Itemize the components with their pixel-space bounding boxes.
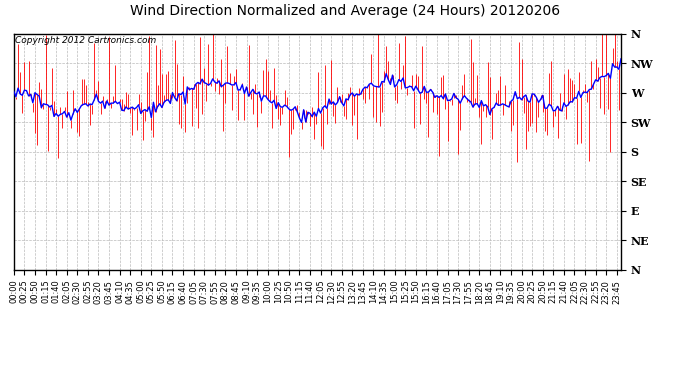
Text: Wind Direction Normalized and Average (24 Hours) 20120206: Wind Direction Normalized and Average (2… <box>130 4 560 18</box>
Text: Copyright 2012 Cartronics.com: Copyright 2012 Cartronics.com <box>15 36 156 45</box>
